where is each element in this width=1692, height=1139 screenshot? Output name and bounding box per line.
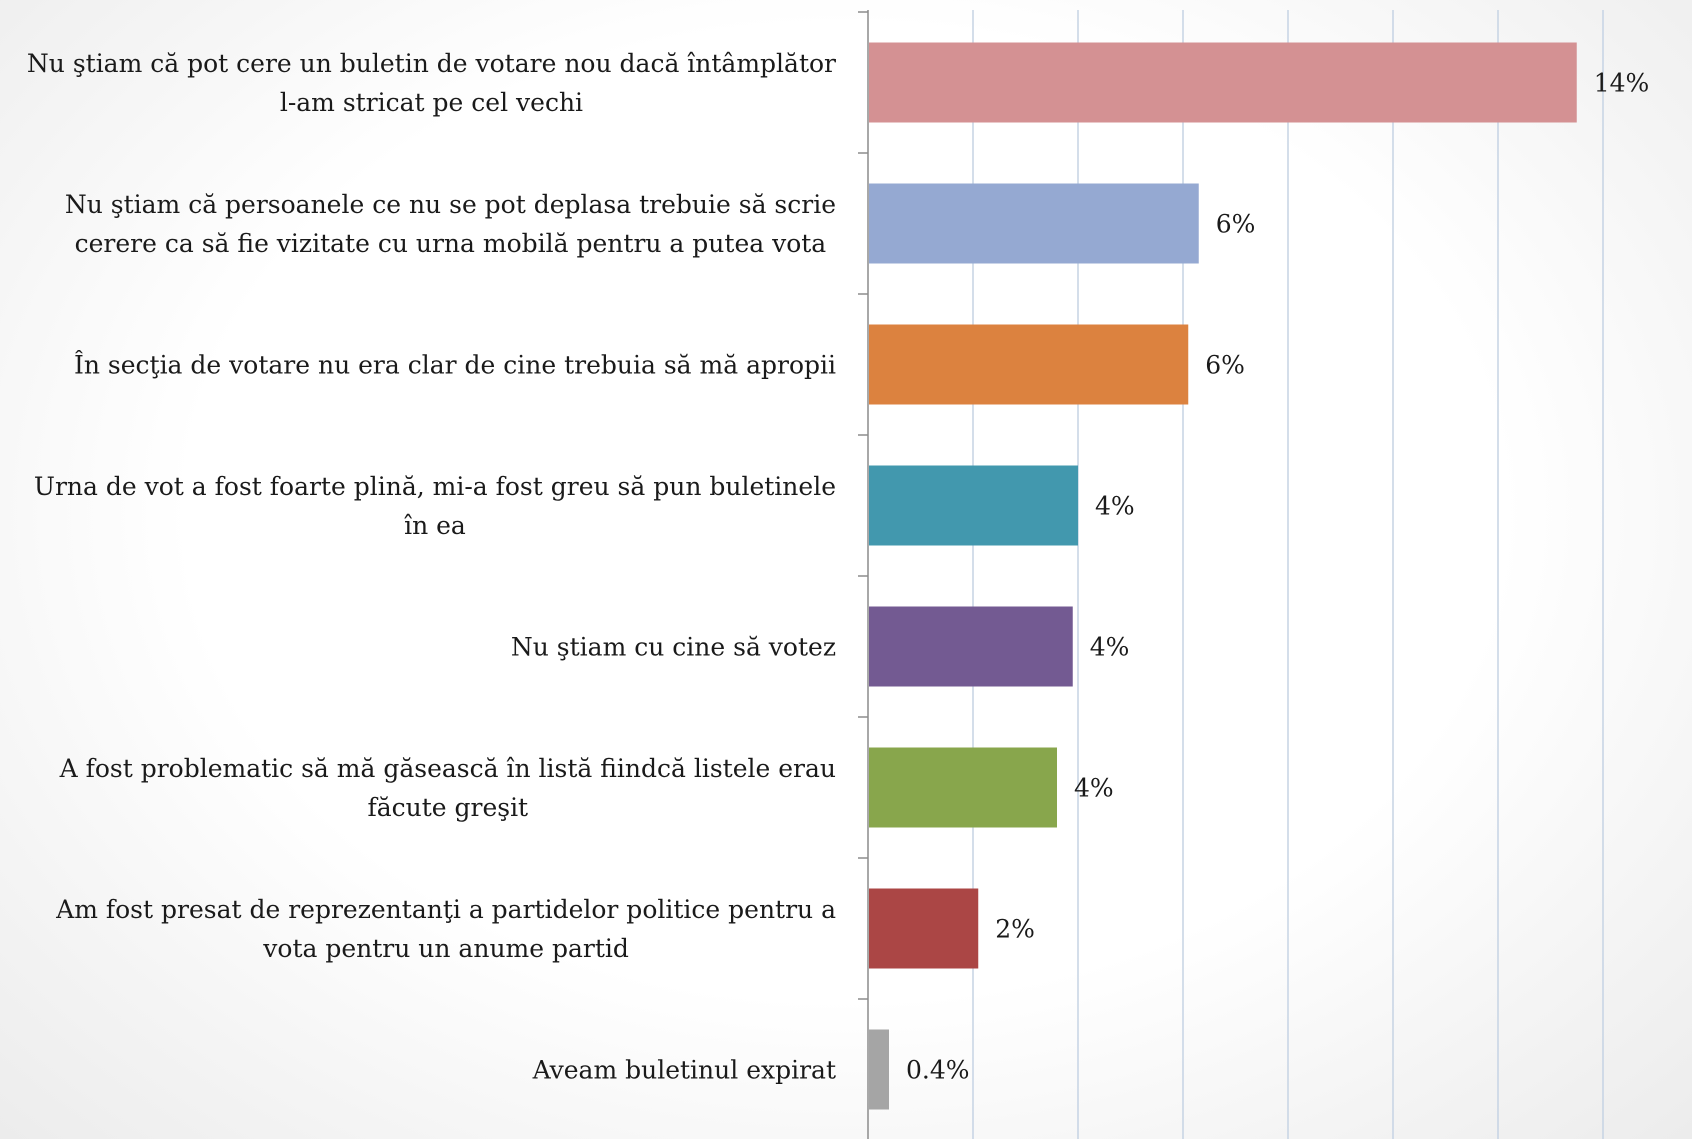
value-label: 0.4% bbox=[906, 1056, 970, 1085]
category-label-line: făcute greşit bbox=[367, 793, 528, 822]
value-label: 2% bbox=[995, 915, 1035, 944]
category-label-line: Nu ştiam cu cine să votez bbox=[511, 633, 836, 662]
category-label: În secţia de votare nu era clar de cine … bbox=[74, 351, 836, 380]
value-label: 4% bbox=[1074, 774, 1114, 803]
category-label: Nu ştiam cu cine să votez bbox=[511, 633, 836, 662]
bar bbox=[869, 888, 979, 969]
value-label: 4% bbox=[1095, 492, 1135, 521]
category-label-line: Am fost presat de reprezentanţi a partid… bbox=[55, 895, 836, 924]
value-label: 14% bbox=[1594, 69, 1650, 98]
vertical-gridlines bbox=[972, 10, 1604, 1139]
bar bbox=[869, 747, 1057, 828]
value-label: 6% bbox=[1216, 210, 1256, 239]
category-label-line: În secţia de votare nu era clar de cine … bbox=[74, 351, 836, 380]
category-label-line: cerere ca să fie vizitate cu urna mobilă… bbox=[75, 229, 827, 258]
category-label-line: Urna de vot a fost foarte plină, mi-a fo… bbox=[34, 472, 836, 501]
bar bbox=[869, 324, 1189, 405]
category-label-line: vota pentru un anume partid bbox=[262, 934, 629, 963]
bar bbox=[869, 1029, 889, 1110]
value-labels: 14% 6% 6% 4% 4% 4% 2% 0.4% bbox=[906, 69, 1649, 1085]
bar bbox=[869, 465, 1078, 546]
category-label-line: l-am stricat pe cel vechi bbox=[280, 88, 583, 117]
category-label-line: Nu ştiam că pot cere un buletin de votar… bbox=[27, 49, 836, 78]
category-labels: Nu ştiam că pot cere un buletin de votar… bbox=[27, 49, 836, 1085]
bar bbox=[869, 42, 1577, 123]
bar bbox=[869, 183, 1199, 264]
value-label: 6% bbox=[1205, 351, 1245, 380]
bar bbox=[869, 606, 1073, 687]
category-label-line: Nu ştiam că persoanele ce nu se pot depl… bbox=[65, 190, 836, 219]
category-label: Nu ştiam că persoanele ce nu se pot depl… bbox=[65, 190, 836, 258]
category-label: Nu ştiam că pot cere un buletin de votar… bbox=[27, 49, 836, 117]
category-label-line: A fost problematic să mă găsească în lis… bbox=[59, 754, 836, 783]
category-axis bbox=[858, 10, 869, 1139]
category-label-line: în ea bbox=[404, 511, 466, 540]
bars-group bbox=[869, 42, 1577, 1110]
category-label: Am fost presat de reprezentanţi a partid… bbox=[55, 895, 836, 963]
category-label-line: Aveam buletinul expirat bbox=[532, 1056, 836, 1085]
category-label: Urna de vot a fost foarte plină, mi-a fo… bbox=[34, 472, 836, 540]
category-label: Aveam buletinul expirat bbox=[532, 1056, 836, 1085]
value-label: 4% bbox=[1090, 633, 1130, 662]
category-label: A fost problematic să mă găsească în lis… bbox=[59, 754, 836, 822]
